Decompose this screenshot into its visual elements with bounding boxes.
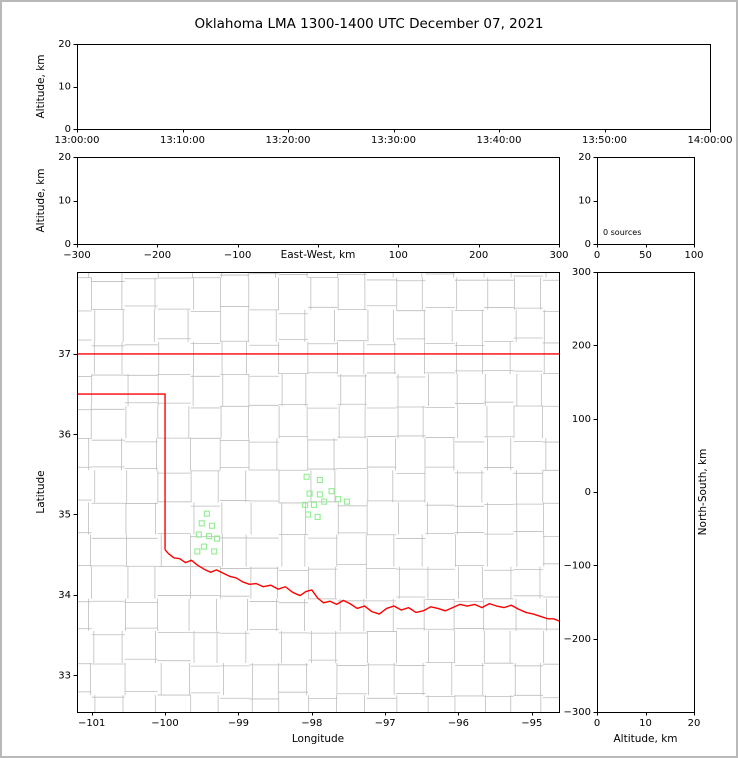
- x-tick-label: 100: [389, 250, 408, 261]
- y-tick-label: 0: [65, 124, 71, 135]
- station-marker: [200, 543, 207, 550]
- x-tick-label: −300: [63, 250, 90, 261]
- y-tick-label: 0: [65, 239, 71, 250]
- plan_view-frame: [77, 272, 560, 713]
- x-tick-label: −101: [78, 718, 105, 729]
- ns_height-xlabel: Altitude, km: [613, 733, 677, 745]
- time_height-frame: [77, 44, 711, 130]
- county-boundaries: [77, 272, 559, 712]
- station-marker: [321, 498, 328, 505]
- station-marker: [306, 490, 313, 497]
- y-tick-label: 0: [585, 487, 591, 498]
- x-tick-label: 13:10:00: [160, 135, 205, 146]
- station-marker: [328, 488, 335, 495]
- ew_height-ylabel: Altitude, km: [35, 168, 47, 232]
- ns_height-ylabel: North-South, km: [697, 449, 709, 536]
- time_height-panel: 13:00:00 13:10:00 13:20:00 13:30:00 13:40:00…: [35, 39, 732, 146]
- y-tick-label: −300: [564, 707, 591, 718]
- y-tick-label: 20: [578, 152, 591, 163]
- y-tick-label: 0: [585, 239, 591, 250]
- state-border-lines: [77, 353, 559, 622]
- x-tick-label: 13:00:00: [55, 135, 100, 146]
- x-tick-label: 20: [688, 718, 701, 729]
- x-tick-label: −200: [144, 250, 171, 261]
- ns_height-frame: [597, 272, 695, 713]
- x-tick-label: −95: [521, 718, 542, 729]
- y-tick-label: 35: [58, 510, 71, 521]
- plan_view-panel: −101 −100 −99 −98 −97 −96 −95 Longitude 33 34 35 36…: [35, 272, 560, 745]
- x-tick-label: 10: [639, 718, 652, 729]
- x-tick-label: −96: [448, 718, 469, 729]
- x-tick-label: −100: [151, 718, 178, 729]
- y-tick-label: 10: [578, 196, 591, 207]
- x-tick-label: −97: [375, 718, 396, 729]
- y-tick-label: 37: [58, 349, 71, 360]
- station-marker: [316, 476, 323, 484]
- station-marker: [208, 522, 216, 529]
- station-marker: [310, 501, 318, 508]
- ew_height-xlabel: East-West, km: [281, 249, 356, 261]
- x-tick-label: −98: [301, 718, 322, 729]
- state-border-line: [77, 393, 166, 550]
- x-tick-label: 14:00:00: [688, 135, 733, 146]
- station-marker: [194, 548, 201, 555]
- station-marker: [303, 473, 310, 480]
- x-tick-label: 100: [684, 250, 703, 261]
- time_height-ylabel: Altitude, km: [35, 54, 47, 118]
- y-tick-label: 10: [58, 82, 71, 93]
- plan_view-content: [77, 272, 559, 712]
- y-tick-label: 36: [58, 429, 71, 440]
- x-tick-label: 13:20:00: [266, 135, 311, 146]
- x-tick-label: 0: [594, 250, 600, 261]
- station-marker: [206, 533, 213, 540]
- x-tick-label: 300: [549, 250, 568, 261]
- station-marker: [195, 531, 202, 538]
- y-tick-label: 100: [572, 414, 591, 425]
- plan_view-ylabel: Latitude: [35, 470, 47, 513]
- y-tick-label: −100: [564, 561, 591, 572]
- ew_height-frame: [77, 157, 560, 245]
- plan_view-xlabel: Longitude: [292, 733, 344, 745]
- alt_histogram-panel: 0 sources 0 50 100 0 10 20: [578, 152, 703, 261]
- lma-stations-markers: [194, 473, 351, 555]
- x-tick-label: 13:40:00: [477, 135, 522, 146]
- y-tick-label: 34: [58, 590, 71, 601]
- station-marker: [314, 513, 321, 520]
- station-marker: [203, 510, 210, 517]
- station-marker: [343, 498, 351, 505]
- y-tick-label: 20: [58, 39, 71, 50]
- ns_height-panel: 0 10 20 Altitude, km −300 −200 −100 0 100 200 300 N…: [564, 267, 709, 745]
- station-marker: [211, 548, 218, 555]
- sources-count-annotation: 0 sources: [603, 228, 641, 237]
- station-marker: [316, 491, 323, 498]
- ew_height-panel: −300 −200 −100 100 200 300 East-West, km 0 10 20 A…: [35, 152, 569, 261]
- x-tick-label: 13:50:00: [582, 135, 627, 146]
- station-marker: [305, 511, 312, 518]
- station-marker: [198, 520, 205, 527]
- y-tick-label: 20: [58, 152, 71, 163]
- y-tick-label: 10: [58, 196, 71, 207]
- figure-title: Oklahoma LMA 1300-1400 UTC December 07, …: [194, 16, 544, 32]
- y-tick-label: 300: [572, 267, 591, 278]
- x-tick-label: 13:30:00: [371, 135, 416, 146]
- y-tick-label: −200: [564, 634, 591, 645]
- x-tick-label: 200: [469, 250, 488, 261]
- y-tick-label: 33: [58, 670, 71, 681]
- station-marker: [214, 535, 221, 542]
- x-tick-label: −100: [224, 250, 251, 261]
- station-marker: [335, 496, 342, 503]
- y-tick-label: 200: [572, 341, 591, 352]
- x-tick-label: −99: [228, 718, 249, 729]
- station-marker: [302, 501, 309, 508]
- state-border-line: [164, 549, 559, 622]
- x-tick-label: 0: [594, 718, 600, 729]
- x-tick-label: 50: [639, 250, 652, 261]
